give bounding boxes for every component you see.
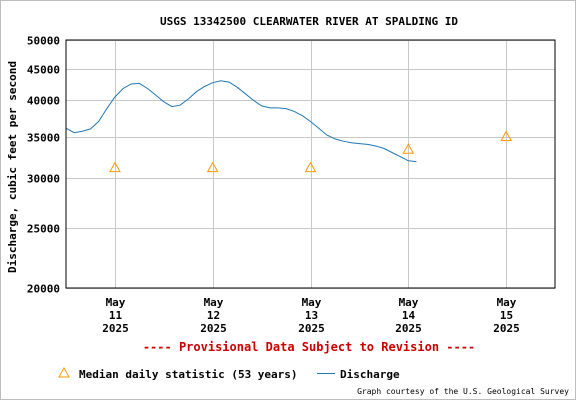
x-axis-ticks: May 11 2025 May 12 2025 May 13 2025 May 14 2025 May 1… xyxy=(102,296,520,335)
legend-median-marker xyxy=(58,366,70,378)
chart-marks xyxy=(65,80,512,173)
plot-area xyxy=(66,40,555,288)
x-tick-label: May 14 2025 xyxy=(395,296,422,335)
plot-border xyxy=(65,39,556,289)
legend-median-label: Median daily statistic (53 years) xyxy=(79,368,298,381)
legend-discharge-label: Discharge xyxy=(340,368,400,381)
y-tick-label: 30000 xyxy=(27,173,60,186)
x-tick-label: May 13 2025 xyxy=(298,296,325,335)
y-tick-label: 40000 xyxy=(27,95,60,108)
median-marker xyxy=(109,161,121,173)
chart-title: USGS 13342500 CLEARWATER RIVER AT SPALDI… xyxy=(160,15,458,28)
y-axis-ticks: 20000 25000 30000 35000 40000 45000 50000 xyxy=(27,35,60,296)
median-marker xyxy=(500,130,512,142)
credit-text: Graph courtesy of the U.S. Geological Su… xyxy=(357,387,569,396)
x-tick-label: May 11 2025 xyxy=(102,296,129,335)
provisional-notice: ---- Provisional Data Subject to Revisio… xyxy=(143,340,475,354)
y-tick-label: 50000 xyxy=(27,35,60,48)
median-marker xyxy=(402,143,415,154)
y-axis-label: Discharge, cubic feet per second xyxy=(6,61,19,273)
y-tick-label: 25000 xyxy=(27,223,60,236)
y-tick-label: 20000 xyxy=(27,283,60,296)
y-tick-label: 45000 xyxy=(27,64,60,77)
median-marker xyxy=(304,161,317,173)
y-tick-label: 35000 xyxy=(27,132,60,145)
discharge-line xyxy=(65,80,417,163)
legend: Median daily statistic (53 years) Dischar… xyxy=(58,366,400,381)
x-tick-label: May 15 2025 xyxy=(493,296,520,335)
median-marker xyxy=(206,161,219,173)
x-tick-label: May 12 2025 xyxy=(200,296,227,335)
